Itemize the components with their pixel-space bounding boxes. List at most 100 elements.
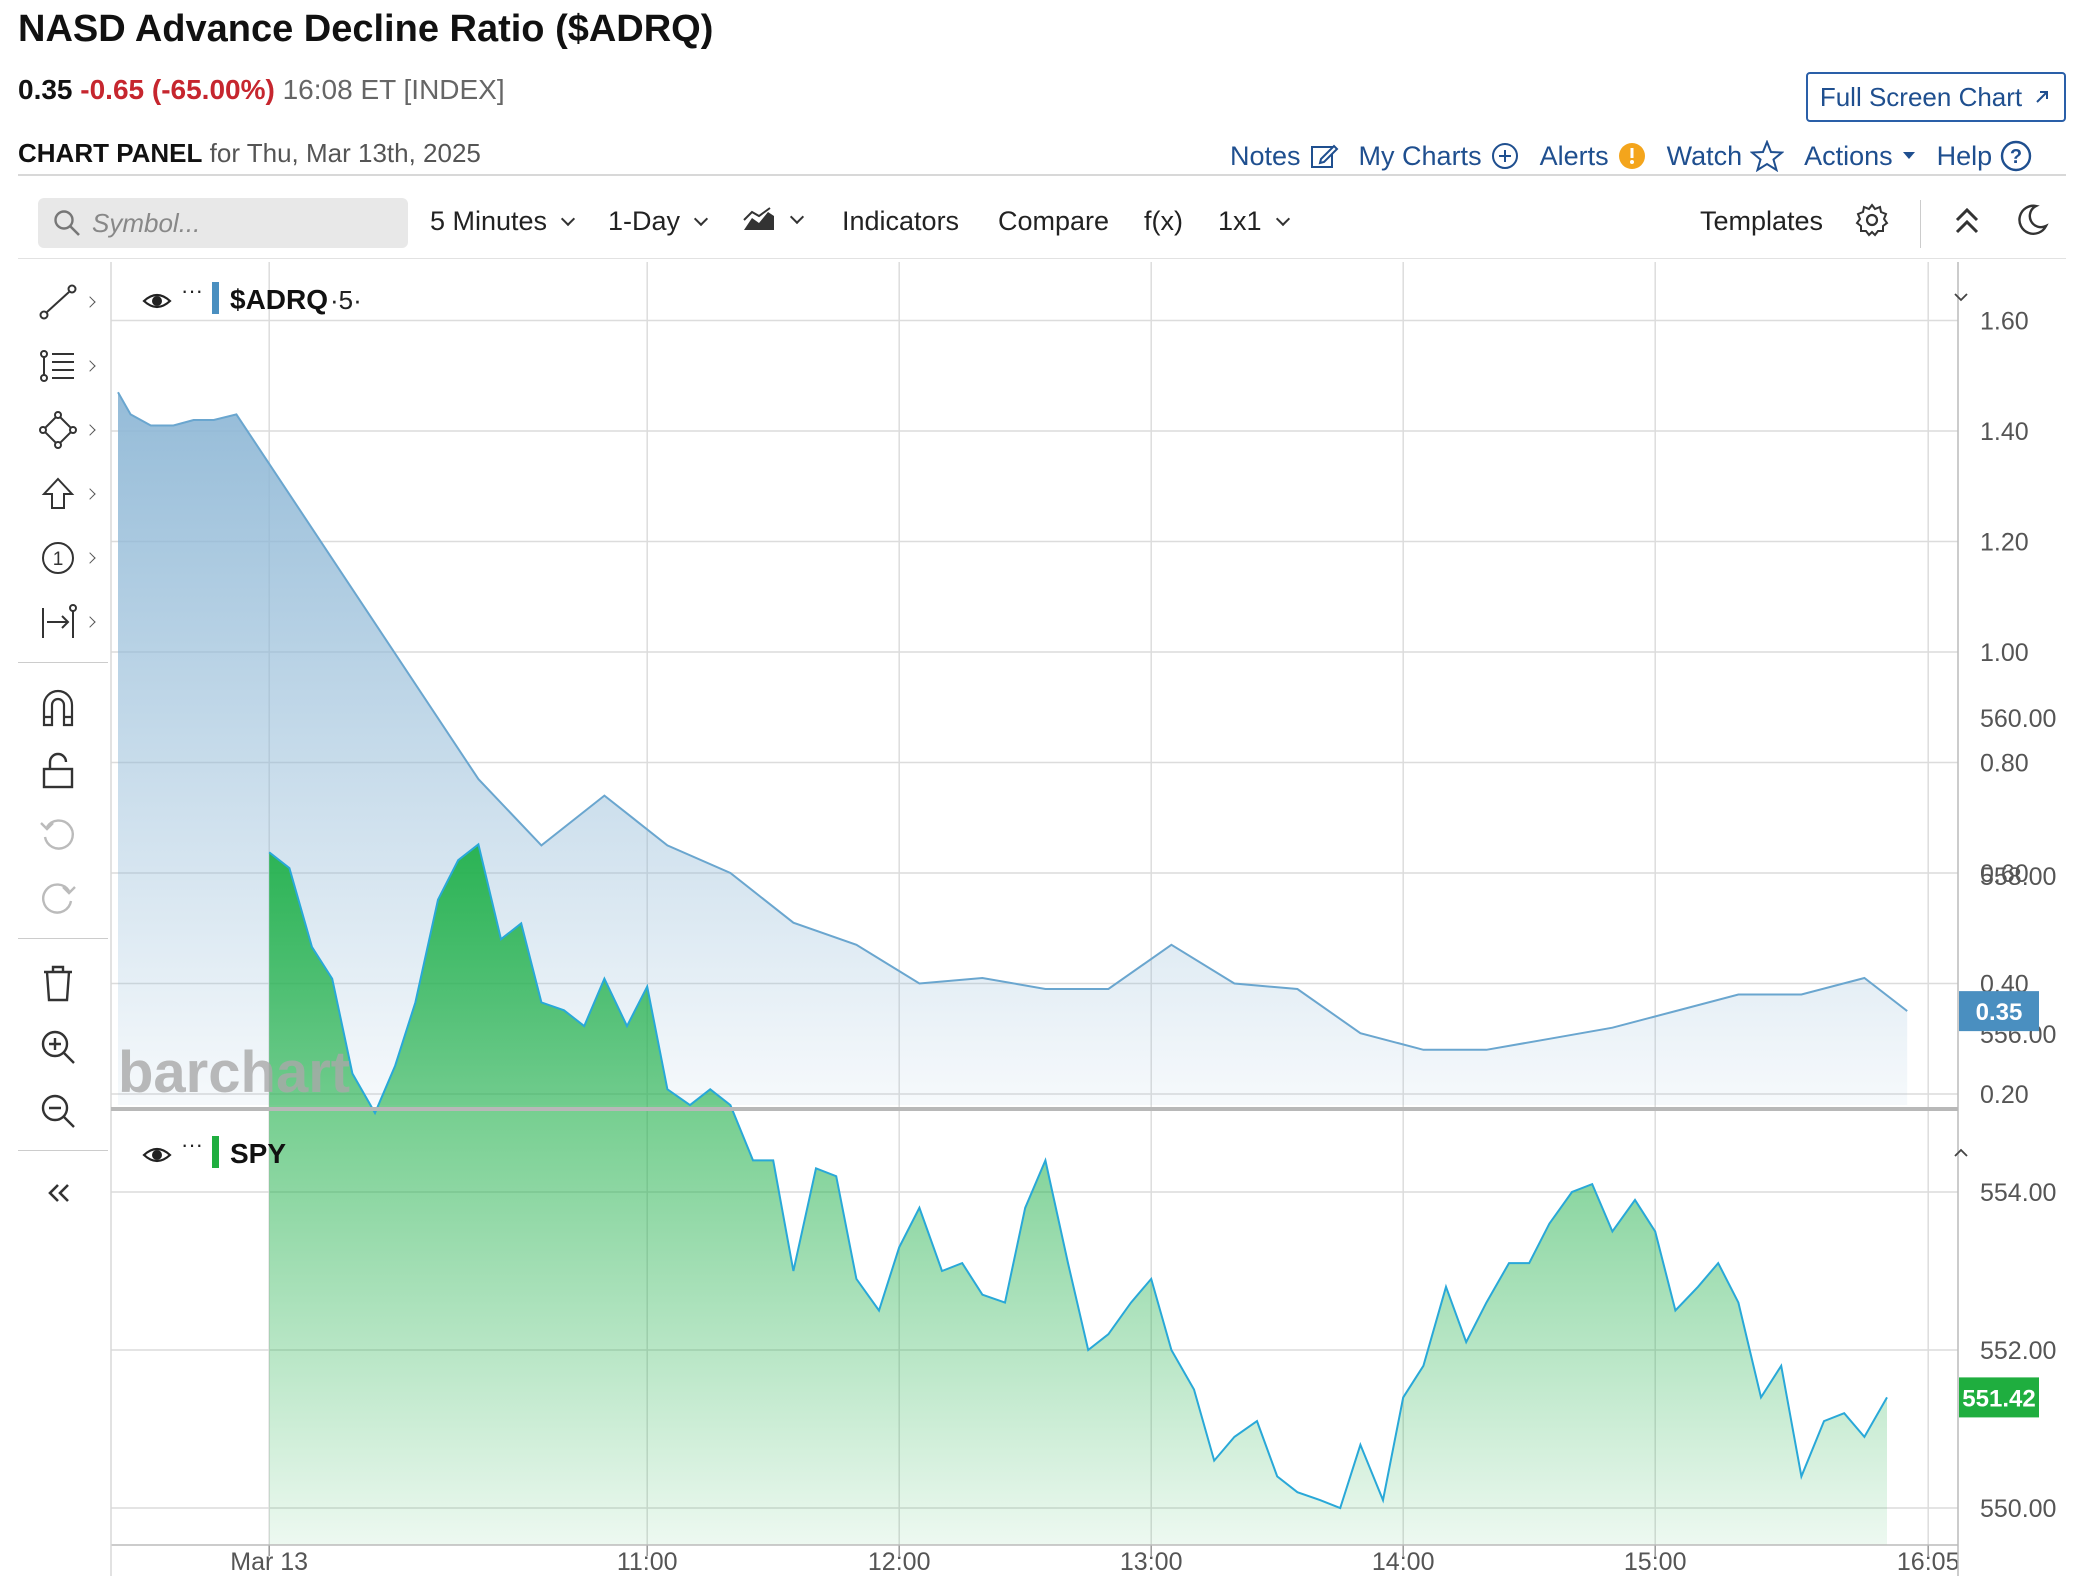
x-tick-label: 16:05 <box>1897 1548 1960 1576</box>
actions-label: Actions <box>1804 140 1893 171</box>
spy-legend: ··· SPY <box>142 1132 286 1169</box>
double-chevron-up-icon <box>1955 207 1979 234</box>
interval-label: 5 Minutes <box>430 206 548 236</box>
eye-icon[interactable] <box>142 293 172 309</box>
svg-text:?: ? <box>2010 146 2022 168</box>
svg-text:1: 1 <box>53 549 64 570</box>
help-label: Help <box>1936 140 1993 171</box>
search-icon <box>54 210 80 236</box>
redo-button[interactable] <box>38 874 108 924</box>
y-tick-label-adrq: 1.00 <box>1980 639 2029 667</box>
x-tick-label: 12:00 <box>868 1548 931 1576</box>
area-chart-icon <box>743 207 774 230</box>
count-tool-button[interactable]: 1 <box>38 533 108 583</box>
star-icon <box>1750 140 1785 172</box>
compare-button[interactable]: Compare <box>998 206 1109 237</box>
y-tick-label-spy: 558.00 <box>1980 863 2056 891</box>
tools-divider <box>18 662 108 663</box>
axes: Mar 13 11:00 12:00 13:00 14:00 15:00 16:05 1.60… <box>110 262 2056 1576</box>
alert-icon <box>1618 143 1645 169</box>
range-dropdown[interactable]: 1-Day <box>608 206 709 237</box>
fib-tool-icon <box>40 350 74 382</box>
redo-icon <box>42 883 76 914</box>
indicators-button[interactable]: Indicators <box>842 206 959 237</box>
adrq-last-badge-label: 0.35 <box>1976 999 2023 1026</box>
interval-dropdown[interactable]: 5 Minutes <box>430 206 576 237</box>
fx-button[interactable]: f(x) <box>1144 206 1183 237</box>
magnet-icon <box>42 689 74 727</box>
collapse-icon <box>48 1184 69 1202</box>
chart-panel-header: CHART PANEL for Thu, Mar 13th, 2025 <box>18 138 481 169</box>
line-tool-icon <box>39 284 77 320</box>
pane-collapse-icon[interactable] <box>1954 293 1968 302</box>
layout-dropdown[interactable]: 1x1 <box>1218 206 1290 237</box>
settings-button[interactable] <box>1854 202 1890 238</box>
undo-icon <box>40 819 74 850</box>
line-tool-button[interactable] <box>38 277 108 327</box>
zoom-out-icon <box>41 1094 75 1128</box>
y-tick-label-adrq: 1.20 <box>1980 529 2029 557</box>
my-charts-label: My Charts <box>1358 140 1482 171</box>
my-charts-link[interactable]: My Charts <box>1359 141 1520 172</box>
legend-more-icon[interactable]: ··· <box>181 278 203 303</box>
alerts-label: Alerts <box>1539 140 1609 171</box>
spy-color-swatch <box>212 1136 219 1168</box>
notes-link[interactable]: Notes <box>1230 141 1339 172</box>
y-tick-label-spy: 552.00 <box>1980 1337 2056 1365</box>
moon-icon <box>2018 204 2049 235</box>
adrq-legend-interval: ·5· <box>330 285 362 315</box>
magnet-button[interactable] <box>38 682 108 732</box>
count-tool-icon: 1 <box>42 542 74 574</box>
pane-expand-icon[interactable] <box>1954 1148 1968 1157</box>
full-screen-label: Full Screen Chart <box>1819 81 2023 112</box>
y-tick-label-spy: 560.00 <box>1980 705 2056 733</box>
toolbar-divider <box>1920 200 1921 248</box>
y-tick-label-adrq: 1.40 <box>1980 418 2029 446</box>
lock-button[interactable] <box>38 746 108 796</box>
chart-type-dropdown[interactable] <box>742 206 805 234</box>
zoom-out-button[interactable] <box>38 1086 108 1136</box>
y-tick-label-spy: 554.00 <box>1980 1179 2056 1207</box>
adrq-line <box>117 391 1908 1051</box>
measure-tool-button[interactable] <box>38 597 108 647</box>
alerts-link[interactable]: Alerts <box>1540 141 1647 172</box>
undo-button[interactable] <box>38 810 108 860</box>
eye-icon[interactable] <box>142 1147 172 1163</box>
spy-area <box>269 844 1888 1545</box>
trash-icon <box>44 965 72 1002</box>
adrq-area <box>118 392 1908 1105</box>
edit-note-icon <box>1310 144 1338 168</box>
templates-button[interactable]: Templates <box>1700 206 1823 237</box>
adrq-last-badge <box>1959 991 2039 1032</box>
help-link[interactable]: Help ? <box>1937 140 2033 172</box>
notes-label: Notes <box>1230 140 1301 171</box>
chart-panel-label: CHART PANEL <box>18 138 203 168</box>
spy-last-badge-label: 551.42 <box>1962 1385 2035 1412</box>
y-tick-label-adrq: 1.60 <box>1980 308 2029 336</box>
watch-link[interactable]: Watch <box>1667 140 1785 172</box>
shape-tool-button[interactable] <box>38 405 108 455</box>
x-tick-label: 11:00 <box>617 1548 678 1576</box>
price-change: -0.65 (-65.00%) <box>80 74 275 105</box>
x-tick-label: 14:00 <box>1372 1548 1435 1576</box>
compare-label: Compare <box>998 206 1110 236</box>
unlock-icon <box>42 752 74 789</box>
collapse-toolbar-button[interactable] <box>1952 204 1982 238</box>
header-divider <box>18 174 2066 176</box>
arrow-tool-button[interactable] <box>38 469 108 519</box>
actions-menu[interactable]: Actions <box>1804 141 1917 172</box>
full-screen-chart-button[interactable]: Full Screen Chart <box>1806 72 2066 122</box>
delete-drawings-button[interactable] <box>38 958 108 1008</box>
collapse-sidebar-button[interactable] <box>38 1168 108 1218</box>
spy-series <box>268 842 1888 1545</box>
legend-more-icon[interactable]: ··· <box>181 1132 203 1157</box>
x-tick-label: Mar 13 <box>230 1548 308 1576</box>
dark-mode-toggle[interactable] <box>2014 202 2050 238</box>
zoom-in-button[interactable] <box>38 1022 108 1072</box>
chart-panel-date: for Thu, Mar 13th, 2025 <box>209 138 481 168</box>
quote-line: 0.35 -0.65 (-65.00%) 16:08 ET [INDEX] <box>18 74 505 106</box>
symbol-search-input[interactable]: Symbol... <box>38 198 408 248</box>
measure-tool-icon <box>42 604 77 638</box>
fib-tool-button[interactable] <box>38 341 108 391</box>
